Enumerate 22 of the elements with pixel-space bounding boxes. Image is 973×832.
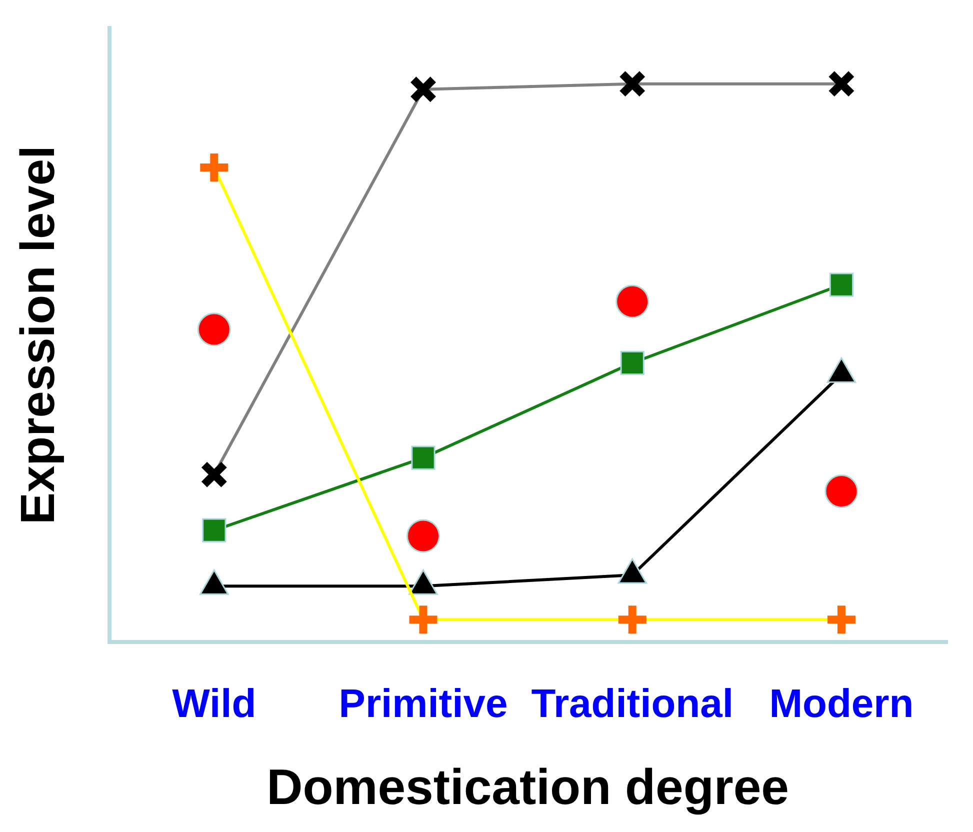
x-tick-label: Wild <box>172 682 256 726</box>
point <box>406 519 440 553</box>
y-axis-title: Expression level <box>12 146 66 524</box>
point <box>200 154 228 182</box>
point <box>618 606 646 634</box>
point <box>824 474 858 508</box>
x-tick-label: Modern <box>769 682 914 726</box>
point <box>616 284 650 318</box>
point <box>828 71 854 97</box>
x-tick-label: Primitive <box>338 682 508 726</box>
point <box>410 76 436 102</box>
point <box>829 272 854 297</box>
point <box>620 350 644 375</box>
point <box>197 312 231 346</box>
point <box>827 606 856 634</box>
point <box>620 71 646 97</box>
point <box>411 446 436 470</box>
point <box>201 462 227 488</box>
x-tick-label: Traditional <box>531 682 734 726</box>
x-axis-title: Domestication degree <box>266 758 789 815</box>
point <box>409 606 438 634</box>
point <box>202 518 226 542</box>
